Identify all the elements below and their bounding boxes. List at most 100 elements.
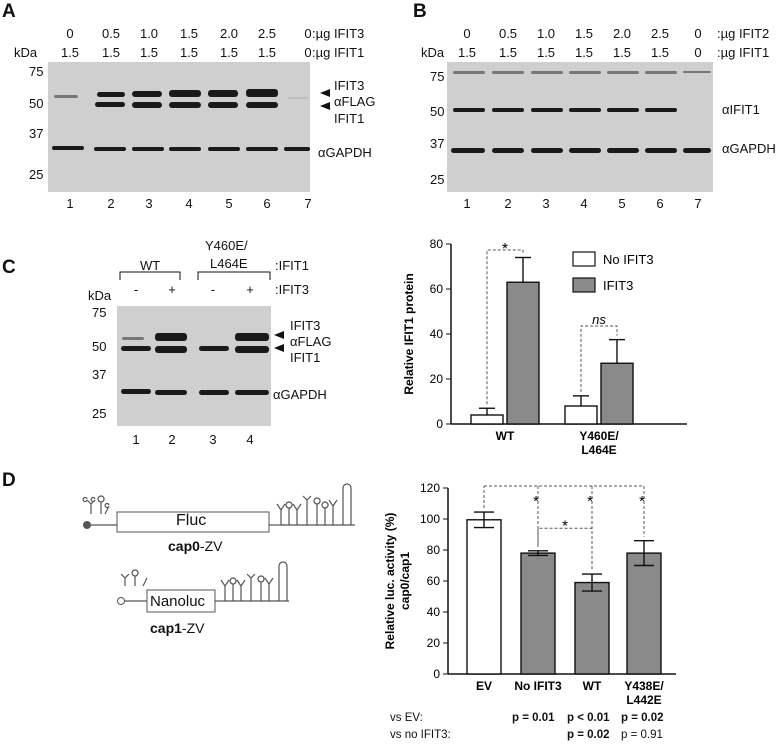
panel-a-lane-number: 1 [66, 196, 74, 211]
x-category-label: EV [476, 679, 492, 693]
panel-a-lane-number: 5 [225, 196, 233, 211]
panel-c-lane-number: 1 [132, 432, 140, 447]
panel-b-lane-number: 6 [656, 196, 664, 211]
panel-a-ifit3-amount: 0 [66, 26, 74, 41]
y-tick-label: 80 [427, 543, 441, 557]
panel-a-marker-75: 75 [29, 64, 44, 79]
panel-c-wt-group: WT [140, 258, 161, 273]
panel-d-reporter-diagram [82, 483, 355, 613]
panel-b-marker-37: 37 [430, 136, 445, 151]
significance-bracket-label: * [502, 241, 508, 258]
panel-c-ifit3-suffix: :IFIT3 [275, 282, 309, 297]
panel-a-marker-37: 37 [29, 126, 44, 141]
panel-b-kda-label: kDa [421, 45, 445, 60]
y-tick-label: 40 [427, 605, 441, 619]
panel-c-mutant-group-line1: Y460E/ [205, 238, 248, 253]
legend-label: IFIT3 [603, 278, 633, 293]
panel-b-lane-number: 7 [694, 196, 702, 211]
y-tick-label: 60 [430, 282, 444, 296]
x-category-label: L442E [626, 693, 661, 707]
panel-a-western-blot [48, 62, 310, 192]
panel-c-bar-chart: 0 20 40 60 80 Relative IFIT1 protein WT Y460E/L… [402, 237, 687, 457]
panel-c-lane-number: 4 [246, 432, 254, 447]
panel-c-western-blot [117, 306, 271, 426]
panel-a-lane-number: 6 [263, 196, 271, 211]
x-category-label: WT [496, 429, 515, 443]
noifit3-wt-bracket [537, 527, 593, 571]
bar-3 [626, 552, 662, 675]
panel-a-marker-25: 25 [29, 167, 44, 182]
ns-bracket-label: ns [592, 312, 606, 327]
panel-c-ifit1-suffix: :IFIT1 [275, 258, 309, 273]
cap0-construct-label: cap0-ZV [168, 538, 222, 554]
panel-b-ifit1-amount: 1.5 [536, 45, 556, 60]
significance-star: * [562, 517, 568, 534]
legend-label: No IFIT3 [603, 252, 654, 267]
x-category-label: Y438E/ [624, 679, 664, 693]
panel-c-marker-25: 25 [92, 406, 107, 421]
panel-a-ifit1-amount: 0 [304, 45, 312, 60]
panel-a-ifit3-amount: 2.5 [257, 26, 277, 41]
panel-b-ifit1-amount: 0 [694, 45, 702, 60]
cap1-construct-label: cap1-ZV [150, 620, 204, 636]
stat-noifit3-wt: p = 0.02 [567, 729, 610, 741]
significance-bracket [486, 249, 524, 405]
panel-b-ifit1-amount: 1.5 [612, 45, 632, 60]
y-tick-label: 60 [427, 574, 441, 588]
y-tick-label: 0 [436, 417, 443, 431]
stats-vs-noifit3-label: vs no IFIT3: [390, 729, 451, 741]
cap1-cap-structure [117, 597, 125, 605]
panel-a-kda-label: kDa [14, 45, 38, 60]
panel-a-ifit1-label: IFIT1 [334, 111, 365, 126]
panel-c-ifit3-label: IFIT3 [290, 318, 321, 333]
stats-vs-ev-label: vs EV: [390, 712, 423, 724]
panel-b-lane-number: 4 [580, 196, 588, 211]
panel-c-ifit3-sign: + [168, 282, 176, 297]
panel-c-aflag-label: αFLAG [290, 334, 332, 349]
bar-ifit3 [506, 281, 540, 425]
panel-c-mutant-group-line2: L464E [210, 256, 248, 271]
panel-c-gapdh-label: αGAPDH [273, 387, 327, 402]
panel-a-ifit1-suffix: :µg IFIT1 [312, 45, 365, 60]
significance-star: * [533, 493, 539, 510]
panel-a-ifit1-amount: 1.5 [139, 45, 159, 60]
panel-c-marker-37: 37 [92, 367, 107, 382]
stat-noifit3-y438e: p = 0.91 [621, 729, 663, 741]
panel-a-ifit3-label: IFIT3 [334, 78, 365, 93]
panel-b-ifit1-amount: 1.5 [650, 45, 670, 60]
y-tick-label: 120 [420, 481, 440, 495]
panel-c-group-brackets [119, 271, 271, 280]
cap1-bold: cap1 [150, 620, 182, 636]
y-tick-label: 40 [430, 327, 444, 341]
panel-b-ifit2-amount: 0 [463, 26, 471, 41]
y-tick-label: 80 [430, 237, 444, 251]
cap0-bold: cap0 [168, 538, 200, 554]
x-category-label: L464E [581, 443, 616, 457]
panel-a-lane-number: 7 [304, 196, 312, 211]
panel-b-aifit1-label: αIFIT1 [722, 102, 760, 117]
cap1-5prime-stem-loops [120, 569, 148, 587]
panel-a-ifit3-amount: 0 [304, 26, 312, 41]
panel-a-letter: A [2, 1, 16, 22]
panel-b-lane-number: 5 [618, 196, 626, 211]
panel-b-letter: B [413, 1, 427, 22]
cap0-suffix: -ZV [199, 538, 223, 554]
panel-a-ifit3-amount: 1.5 [179, 26, 199, 41]
panel-b-ifit1-amount: 1.5 [457, 45, 477, 60]
legend-swatch [572, 251, 596, 267]
panel-a-ifit1-amount: 1.5 [219, 45, 239, 60]
y-axis-label-line2: cap0/cap1 [398, 552, 412, 610]
panel-b-ifit1-amount: 1.5 [498, 45, 518, 60]
panel-c-ifit3-sign: - [210, 282, 216, 297]
panel-b-lane-number: 1 [463, 196, 471, 211]
panel-b-ifit2-amount: 2.0 [612, 26, 632, 41]
panel-a-ifit3-amount: 1.0 [139, 26, 159, 41]
panel-a-gapdh-label: αGAPDH [318, 145, 372, 160]
panel-c-ifit1-label: IFIT1 [290, 350, 321, 365]
panel-c-arrows [274, 331, 284, 352]
panel-b-ifit2-suffix: :µg IFIT2 [717, 26, 770, 41]
panel-b-marker-25: 25 [430, 172, 445, 187]
panel-c-letter: C [2, 257, 16, 278]
panel-b-ifit1-suffix: :µg IFIT1 [717, 45, 770, 60]
panel-a-lane-number: 2 [107, 196, 115, 211]
